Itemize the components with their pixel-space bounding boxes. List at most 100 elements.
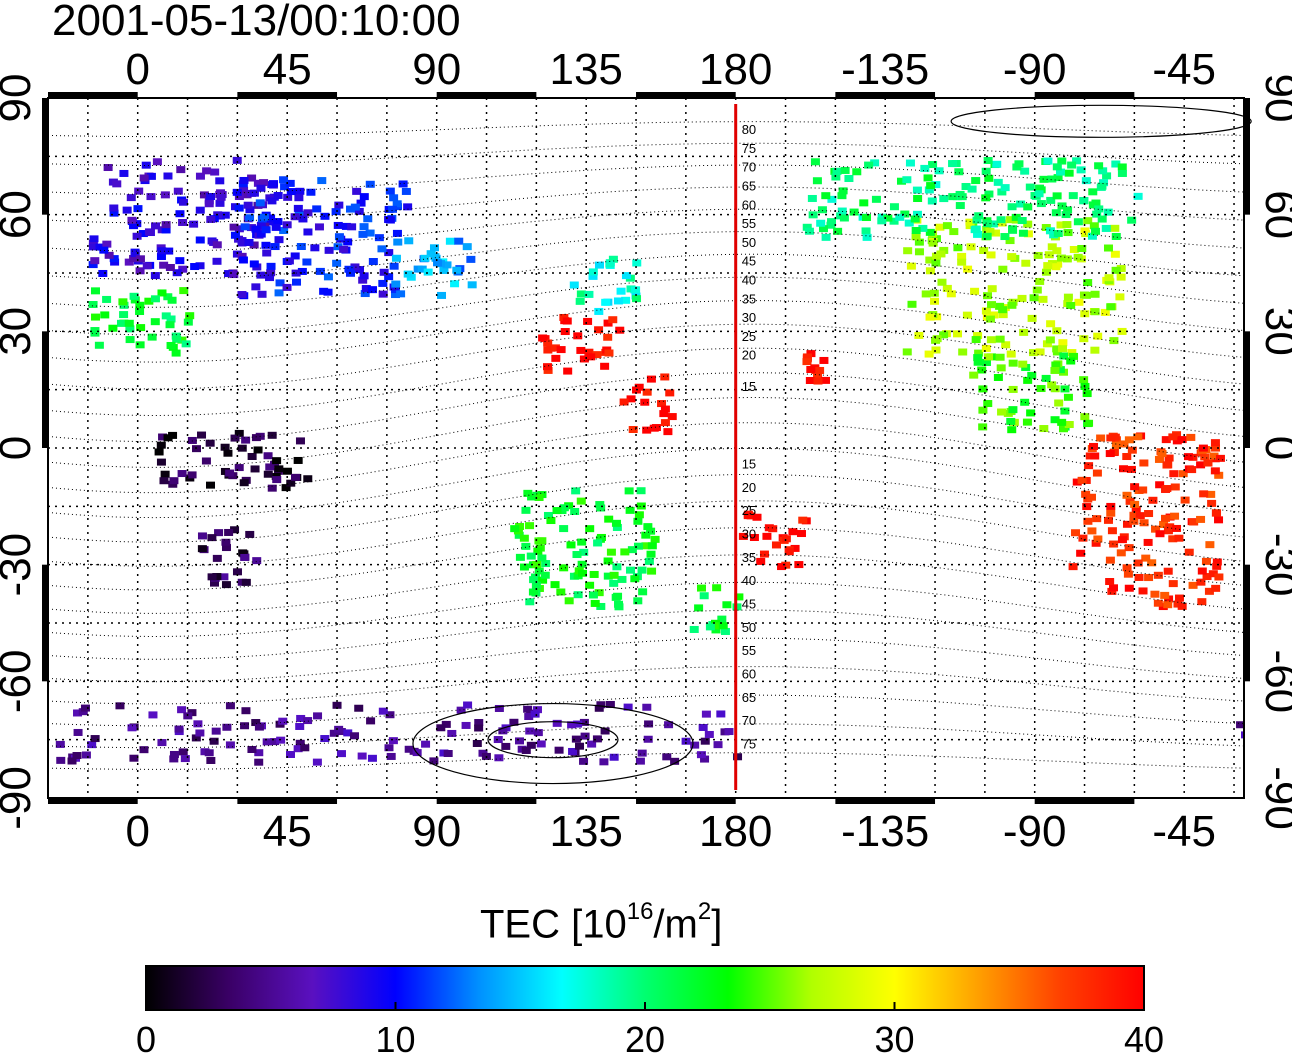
tec-cell xyxy=(1063,206,1073,214)
tec-cell xyxy=(1087,232,1097,240)
tec-cell xyxy=(102,240,112,248)
tec-cell xyxy=(230,434,240,442)
tec-cell xyxy=(119,301,129,309)
tec-cell xyxy=(89,235,99,243)
tec-cell xyxy=(1008,385,1018,393)
tec-cell xyxy=(534,567,544,575)
tec-cell xyxy=(1080,227,1090,235)
tec-cell xyxy=(81,751,91,759)
tec-cell xyxy=(970,287,980,295)
tec-cell xyxy=(160,191,170,199)
tec-cell xyxy=(931,252,941,260)
tec-cell xyxy=(972,216,982,224)
tec-cell xyxy=(992,160,1002,168)
tec-cell xyxy=(209,737,219,745)
tec-cell xyxy=(378,290,388,298)
tec-cell xyxy=(883,214,893,222)
tec-cell xyxy=(724,728,734,736)
tec-cell xyxy=(463,701,473,709)
tec-cell xyxy=(939,246,949,254)
tec-cells xyxy=(55,156,1244,766)
tec-cell xyxy=(662,753,672,761)
tec-cell xyxy=(1047,175,1057,183)
contour-label: 55 xyxy=(742,643,756,658)
tec-cell xyxy=(538,576,548,584)
tec-cell xyxy=(88,261,98,269)
tec-cell xyxy=(615,326,625,334)
tec-cell xyxy=(989,311,999,319)
tec-cell xyxy=(942,222,952,230)
tec-cell xyxy=(1102,172,1112,180)
tec-cell xyxy=(109,204,119,212)
tec-cell xyxy=(166,341,176,349)
tec-cell xyxy=(690,741,700,749)
tec-cell xyxy=(1007,203,1017,211)
tec-cell xyxy=(1189,518,1199,526)
tec-cell xyxy=(594,307,604,315)
border-segment xyxy=(48,799,138,804)
tec-cell xyxy=(183,318,193,326)
tec-cell xyxy=(1174,534,1184,542)
tec-cell xyxy=(225,469,235,477)
tec-cell xyxy=(127,216,137,224)
tec-cell xyxy=(568,747,578,755)
tec-cell xyxy=(538,334,548,342)
tec-cell xyxy=(1077,476,1087,484)
tec-cell xyxy=(73,709,83,717)
tec-cell xyxy=(1187,466,1197,474)
tec-cell xyxy=(112,180,122,188)
tec-cell xyxy=(914,238,924,246)
contour-line xyxy=(48,609,1244,660)
tec-cell xyxy=(902,176,912,184)
bottom-lon-label: 90 xyxy=(412,807,461,856)
border-segment xyxy=(1034,92,1135,97)
tec-cell xyxy=(166,315,176,323)
tec-cell xyxy=(532,560,542,568)
tec-cell xyxy=(195,172,205,180)
tec-cell xyxy=(274,236,284,244)
tec-cell xyxy=(1125,497,1135,505)
tec-cell xyxy=(179,287,189,295)
tec-cell xyxy=(273,191,283,199)
tec-cell xyxy=(251,719,261,727)
tec-cell xyxy=(126,194,136,202)
tec-cell xyxy=(261,226,271,234)
tec-cell xyxy=(625,506,635,514)
tec-cell xyxy=(1060,407,1070,415)
tec-cell xyxy=(563,367,573,375)
tec-cell xyxy=(935,223,945,231)
tec-cell xyxy=(1106,509,1116,517)
tec-cell xyxy=(617,575,627,583)
tec-cell xyxy=(171,349,181,357)
tec-cell xyxy=(265,218,275,226)
tec-cell xyxy=(1133,433,1143,441)
contour-label: 45 xyxy=(742,254,756,269)
tec-cell xyxy=(1053,229,1063,237)
contour-label: 60 xyxy=(742,667,756,682)
colorbar-tick-label: 20 xyxy=(625,1019,665,1057)
tec-cell xyxy=(229,223,239,231)
tec-cell xyxy=(837,192,847,200)
tec-cell xyxy=(238,549,248,557)
tec-cell xyxy=(588,268,598,276)
tec-cell xyxy=(334,233,344,241)
north-oval xyxy=(950,104,1252,138)
tec-cell xyxy=(1104,274,1114,282)
tec-cell xyxy=(529,576,539,584)
colorbar-title-exponent-1: 16 xyxy=(626,898,654,925)
tec-cell xyxy=(150,272,160,280)
tec-cell xyxy=(606,548,616,556)
tec-cell xyxy=(148,711,158,719)
tec-cell xyxy=(1168,433,1178,441)
tec-cell xyxy=(625,566,635,574)
tec-cell xyxy=(225,702,235,710)
tec-cell xyxy=(920,164,930,172)
tec-cell xyxy=(365,229,375,237)
tec-cell xyxy=(1042,340,1052,348)
tec-cell xyxy=(1211,509,1221,517)
tec-cell xyxy=(1107,587,1117,595)
tec-cell xyxy=(1123,570,1133,578)
tec-cell xyxy=(261,241,271,249)
tec-cell xyxy=(937,278,947,286)
tec-cell xyxy=(647,567,657,575)
